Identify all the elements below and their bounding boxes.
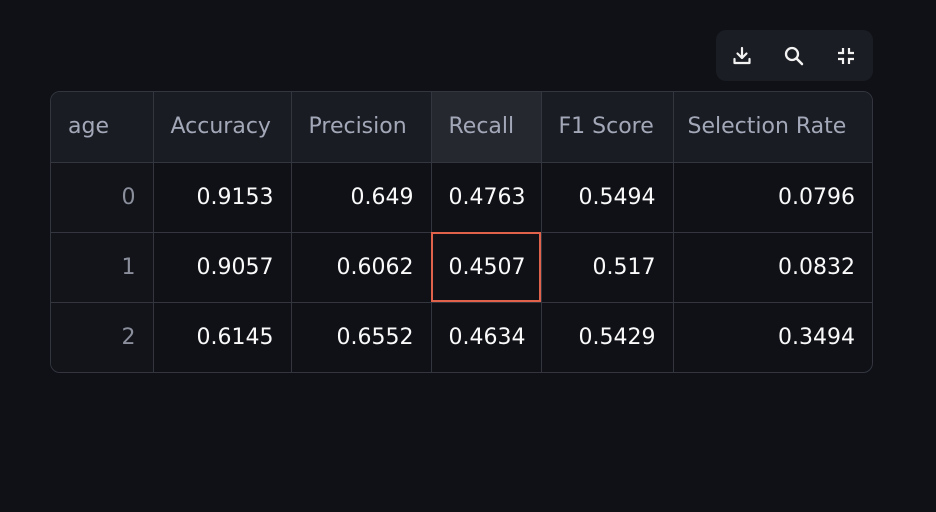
header-row: age Accuracy Precision Recall F1 Score S… <box>51 92 872 163</box>
accuracy-cell[interactable]: 0.9057 <box>153 232 292 303</box>
recall-cell-focused[interactable]: 0.4507 <box>431 232 542 303</box>
column-header-f1-score[interactable]: F1 Score <box>541 92 674 163</box>
row-index-cell[interactable]: 0 <box>51 162 154 233</box>
column-header-precision[interactable]: Precision <box>291 92 432 163</box>
fullscreen-exit-icon <box>838 47 854 64</box>
selection-rate-cell[interactable]: 0.3494 <box>778 324 855 350</box>
column-header-recall[interactable]: Recall <box>431 92 542 163</box>
dataframe-toolbar <box>716 30 873 81</box>
precision-cell[interactable]: 0.6552 <box>291 302 432 372</box>
search-icon <box>784 46 804 65</box>
column-header-selection-rate[interactable]: Selection Rate <box>673 92 872 163</box>
column-header-age[interactable]: age <box>51 92 154 163</box>
f1-score-cell[interactable]: 0.5494 <box>541 162 674 233</box>
search-button[interactable] <box>779 41 809 71</box>
table-row: 2 0.6145 0.6552 0.4634 0.5429 0.3494 <box>51 302 872 372</box>
table-row: 1 0.9057 0.6062 0.4507 0.517 0.0832 <box>51 232 872 303</box>
precision-cell[interactable]: 0.649 <box>291 162 432 233</box>
accuracy-cell[interactable]: 0.6145 <box>153 302 292 372</box>
row-index-cell[interactable]: 2 <box>51 302 154 372</box>
accuracy-cell[interactable]: 0.9153 <box>153 162 292 233</box>
f1-score-cell[interactable]: 0.5429 <box>541 302 674 372</box>
table-row: 0 0.9153 0.649 0.4763 0.5494 0.0796 <box>51 162 872 233</box>
column-header-accuracy[interactable]: Accuracy <box>153 92 292 163</box>
data-grid[interactable]: age Accuracy Precision Recall F1 Score S… <box>50 91 873 373</box>
precision-cell[interactable]: 0.6062 <box>291 232 432 303</box>
selection-rate-cell[interactable]: 0.0832 <box>673 232 872 303</box>
recall-cell[interactable]: 0.4763 <box>431 162 542 233</box>
exit-fullscreen-button[interactable] <box>831 41 861 71</box>
metrics-table: age Accuracy Precision Recall F1 Score S… <box>51 92 872 372</box>
row-index-cell[interactable]: 1 <box>51 232 154 303</box>
download-button[interactable] <box>727 41 757 71</box>
download-icon <box>733 46 751 64</box>
f1-score-cell[interactable]: 0.517 <box>541 232 674 303</box>
selection-rate-cell[interactable]: 0.0796 <box>673 162 872 233</box>
recall-cell[interactable]: 0.4634 <box>431 302 542 372</box>
